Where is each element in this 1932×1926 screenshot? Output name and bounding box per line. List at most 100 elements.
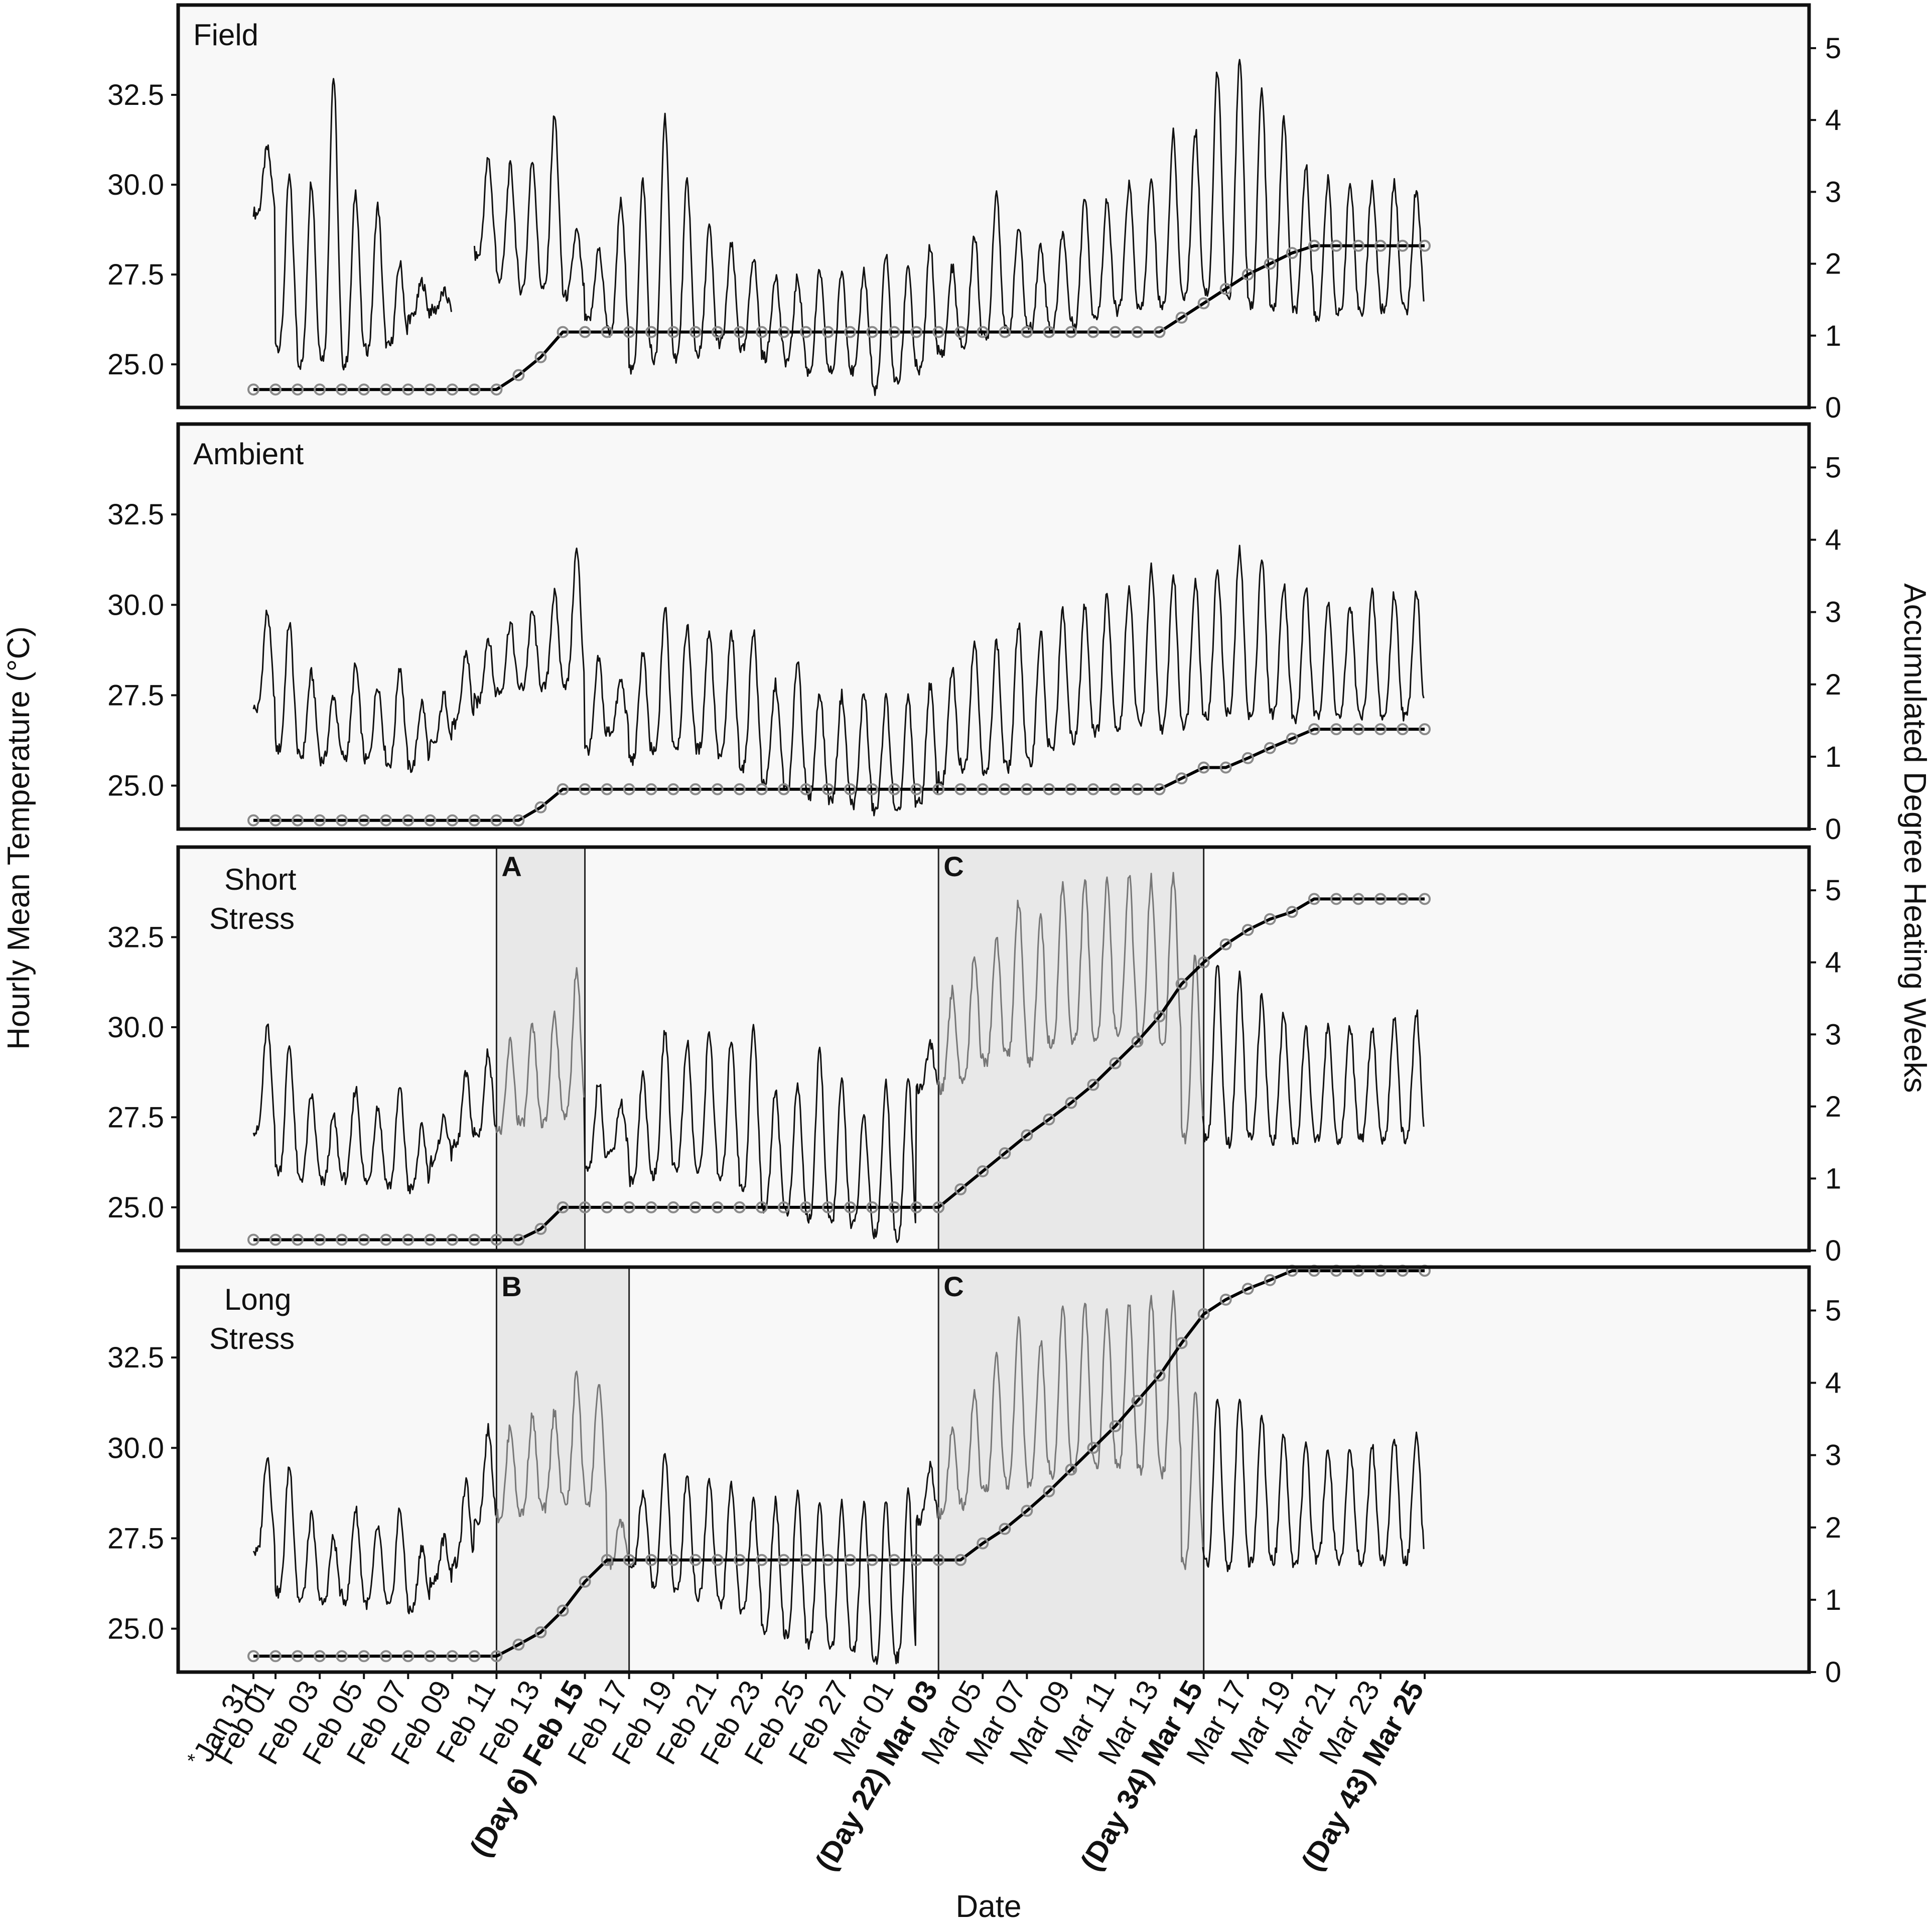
dhw-marker — [557, 1201, 569, 1213]
dhw-marker — [1219, 283, 1232, 295]
dhw-marker — [269, 1233, 282, 1246]
dhw-marker — [777, 783, 790, 795]
dhw-marker — [292, 383, 304, 396]
panel-title: Field — [193, 18, 258, 52]
dhw-marker — [799, 1201, 812, 1213]
dhw-marker — [667, 326, 679, 338]
dhw-marker — [1352, 723, 1364, 736]
dhw-marker — [888, 326, 901, 338]
dhw-marker — [733, 1201, 746, 1213]
x-axis-label: Date — [956, 1889, 1022, 1924]
temperature-line — [1202, 965, 1425, 1149]
dhw-marker — [932, 783, 945, 795]
dhw-marker — [557, 1604, 569, 1617]
dhw-marker — [1131, 1395, 1144, 1407]
y2-tick-label: 1 — [1825, 741, 1841, 773]
dhw-marker — [601, 1201, 613, 1213]
dhw-marker — [424, 1650, 437, 1663]
dhw-marker — [844, 1201, 857, 1213]
y-tick-label: 30.0 — [107, 1011, 164, 1044]
y-tick-label: 25.0 — [107, 1613, 164, 1645]
dhw-marker — [512, 369, 525, 381]
dhw-marker — [1043, 326, 1055, 338]
dhw-marker — [645, 326, 657, 338]
y-tick-label: 25.0 — [107, 348, 164, 381]
dhw-marker — [468, 1233, 481, 1246]
dhw-marker — [314, 383, 326, 396]
dhw-marker — [977, 326, 989, 338]
x-tick-note: (Day 34) — [1074, 1762, 1159, 1876]
dhw-marker — [910, 1554, 923, 1566]
dhw-marker — [557, 326, 569, 338]
dhw-marker — [1065, 1463, 1077, 1476]
dhw-marker — [1043, 1113, 1055, 1126]
dhw-marker — [1241, 752, 1254, 764]
y2-tick-label: 0 — [1825, 813, 1841, 846]
dhw-marker — [1264, 257, 1276, 270]
panel-frame — [176, 1265, 1811, 1674]
dhw-marker — [1175, 978, 1188, 990]
dhw-marker — [932, 326, 945, 338]
y2-tick-label: 1 — [1825, 1162, 1841, 1195]
y2-tick-label: 2 — [1825, 668, 1841, 701]
dhw-marker — [1043, 1485, 1055, 1497]
panel-1: 25.0 27.5 30.0 32.5 0 1 2 3 4 5 Field — [107, 3, 1841, 424]
dhw-marker — [1131, 326, 1144, 338]
dhw-marker — [954, 1554, 967, 1566]
dhw-marker — [755, 1201, 768, 1213]
dhw-marker — [999, 1523, 1011, 1535]
dhw-marker — [1308, 893, 1320, 905]
dhw-marker — [446, 1233, 459, 1246]
dhw-marker — [534, 1626, 547, 1638]
dhw-marker — [1087, 1078, 1099, 1091]
dhw-marker — [336, 1233, 348, 1246]
dhw-marker — [777, 1554, 790, 1566]
dhw-marker — [910, 1201, 923, 1213]
dhw-marker — [1087, 783, 1099, 795]
temperature-line-stress — [495, 967, 585, 1135]
dhw-marker — [689, 1201, 702, 1213]
dhw-marker — [269, 383, 282, 396]
dhw-marker — [822, 1554, 834, 1566]
y2-tick-label: 3 — [1825, 176, 1841, 208]
dhw-marker — [1241, 924, 1254, 936]
dhw-marker — [954, 326, 967, 338]
dhw-marker — [247, 1650, 259, 1663]
dhw-marker — [247, 383, 259, 396]
dhw-marker — [1374, 723, 1387, 736]
dhw-marker — [1087, 326, 1099, 338]
y-tick-label: 25.0 — [107, 770, 164, 802]
dhw-marker — [866, 326, 879, 338]
dhw-marker — [689, 326, 702, 338]
dhw-marker — [954, 783, 967, 795]
panel-2: 25.0 27.5 30.0 32.5 0 1 2 3 4 5 Ambient — [107, 422, 1841, 846]
dhw-marker — [402, 383, 415, 396]
dhw-marker — [446, 1650, 459, 1663]
dhw-marker — [512, 1638, 525, 1651]
dhw-marker — [1352, 893, 1364, 905]
dhw-marker — [1264, 1274, 1276, 1286]
dhw-marker — [1109, 1057, 1122, 1069]
y-tick-label: 32.5 — [107, 498, 164, 531]
dhw-marker — [247, 814, 259, 827]
dhw-marker — [534, 801, 547, 813]
y2-tick-label: 4 — [1825, 524, 1841, 557]
y-tick-label: 27.5 — [107, 258, 164, 291]
y-tick-label: 30.0 — [107, 169, 164, 201]
dhw-marker — [910, 783, 923, 795]
dhw-marker — [490, 1233, 503, 1246]
dhw-marker — [1197, 1308, 1210, 1320]
dhw-marker — [1153, 783, 1166, 795]
dhw-marker — [424, 814, 437, 827]
y2-tick-label: 4 — [1825, 1367, 1841, 1400]
dhw-marker — [1109, 783, 1122, 795]
dhw-marker — [579, 326, 591, 338]
dhw-marker — [1043, 783, 1055, 795]
dhw-marker — [645, 1554, 657, 1566]
dhw-marker — [380, 1233, 392, 1246]
dhw-marker — [490, 383, 503, 396]
y2-tick-label: 3 — [1825, 1439, 1841, 1472]
dhw-marker — [336, 383, 348, 396]
dhw-marker — [1330, 239, 1342, 252]
